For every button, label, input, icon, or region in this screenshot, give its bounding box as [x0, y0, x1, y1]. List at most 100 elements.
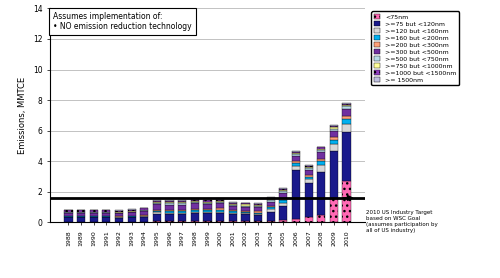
Bar	[242, 212, 250, 213]
Bar	[178, 202, 186, 203]
Bar	[228, 206, 237, 210]
Bar	[279, 200, 287, 202]
Bar	[204, 203, 212, 204]
Bar	[204, 202, 212, 203]
Bar	[102, 215, 110, 216]
Bar	[166, 210, 173, 211]
Bar	[304, 167, 313, 168]
Bar	[254, 206, 262, 207]
Bar	[317, 149, 326, 150]
Bar	[342, 103, 350, 104]
Text: Assumes implementation of:
• NO emission reduction technology: Assumes implementation of: • NO emission…	[53, 12, 192, 31]
Bar	[128, 216, 136, 217]
Bar	[178, 211, 186, 213]
Bar	[242, 213, 250, 214]
Bar	[115, 212, 123, 213]
Bar	[292, 152, 300, 153]
Bar	[153, 210, 161, 211]
Bar	[204, 200, 212, 202]
Bar	[140, 215, 148, 216]
Bar	[216, 210, 224, 212]
Bar	[228, 211, 237, 213]
Bar	[166, 213, 173, 214]
Bar	[178, 203, 186, 205]
Bar	[279, 193, 287, 198]
Bar	[228, 221, 237, 222]
Bar	[90, 210, 98, 212]
Bar	[254, 205, 262, 206]
Bar	[190, 202, 199, 203]
Bar	[266, 197, 275, 198]
Bar	[140, 217, 148, 222]
Bar	[64, 215, 72, 216]
Bar	[190, 210, 199, 212]
Bar	[342, 119, 350, 124]
Bar	[228, 210, 237, 211]
Bar	[317, 159, 326, 161]
Bar	[204, 213, 212, 221]
Legend: <75nm, >=75 but <120nm, >=120 but <160nm, >=160 but <200nm, >=200 but <300nm, >=: <75nm, >=75 but <120nm, >=120 but <160nm…	[372, 11, 459, 85]
Bar	[178, 210, 186, 211]
Bar	[279, 190, 287, 191]
Bar	[216, 200, 224, 201]
Bar	[242, 207, 250, 211]
Bar	[342, 106, 350, 109]
Bar	[166, 201, 173, 202]
Bar	[77, 213, 85, 215]
Bar	[292, 219, 300, 222]
Bar	[292, 156, 300, 162]
Bar	[342, 132, 350, 181]
Bar	[330, 200, 338, 222]
Bar	[115, 214, 123, 216]
Bar	[304, 217, 313, 222]
Bar	[242, 206, 250, 207]
Bar	[190, 212, 199, 213]
Bar	[317, 161, 326, 165]
Bar	[166, 205, 173, 210]
Bar	[166, 202, 173, 203]
Bar	[178, 201, 186, 202]
Bar	[254, 214, 262, 215]
Bar	[216, 203, 224, 208]
Bar	[304, 175, 313, 177]
Bar	[102, 217, 110, 222]
Bar	[330, 137, 338, 140]
Bar	[166, 211, 173, 213]
Bar	[228, 202, 237, 204]
Bar	[204, 212, 212, 213]
Bar	[292, 151, 300, 152]
Bar	[115, 218, 123, 222]
Bar	[128, 210, 136, 211]
Bar	[128, 211, 136, 212]
Bar	[190, 200, 199, 201]
Bar	[166, 203, 173, 205]
Bar	[140, 216, 148, 217]
Bar	[254, 207, 262, 211]
Bar	[254, 215, 262, 221]
Bar	[317, 172, 326, 215]
Bar	[102, 213, 110, 215]
Bar	[166, 221, 173, 222]
Bar	[204, 208, 212, 210]
Bar	[190, 221, 199, 222]
Bar	[330, 144, 338, 151]
Bar	[190, 209, 199, 210]
Bar	[64, 212, 72, 213]
Bar	[266, 199, 275, 200]
Bar	[166, 200, 173, 201]
Bar	[128, 217, 136, 222]
Bar	[330, 140, 338, 144]
Bar	[204, 204, 212, 208]
Bar	[153, 203, 161, 204]
Bar	[304, 165, 313, 166]
Bar	[292, 170, 300, 219]
Bar	[216, 213, 224, 221]
Bar	[90, 217, 98, 222]
Bar	[115, 210, 123, 211]
Bar	[64, 216, 72, 217]
Bar	[266, 206, 275, 207]
Bar	[304, 179, 313, 183]
Bar	[279, 202, 287, 206]
Bar	[102, 210, 110, 212]
Text: 2010 US Industry Target
based on WSC Goal
(assumes participation by
all of US in: 2010 US Industry Target based on WSC Goa…	[366, 210, 438, 233]
